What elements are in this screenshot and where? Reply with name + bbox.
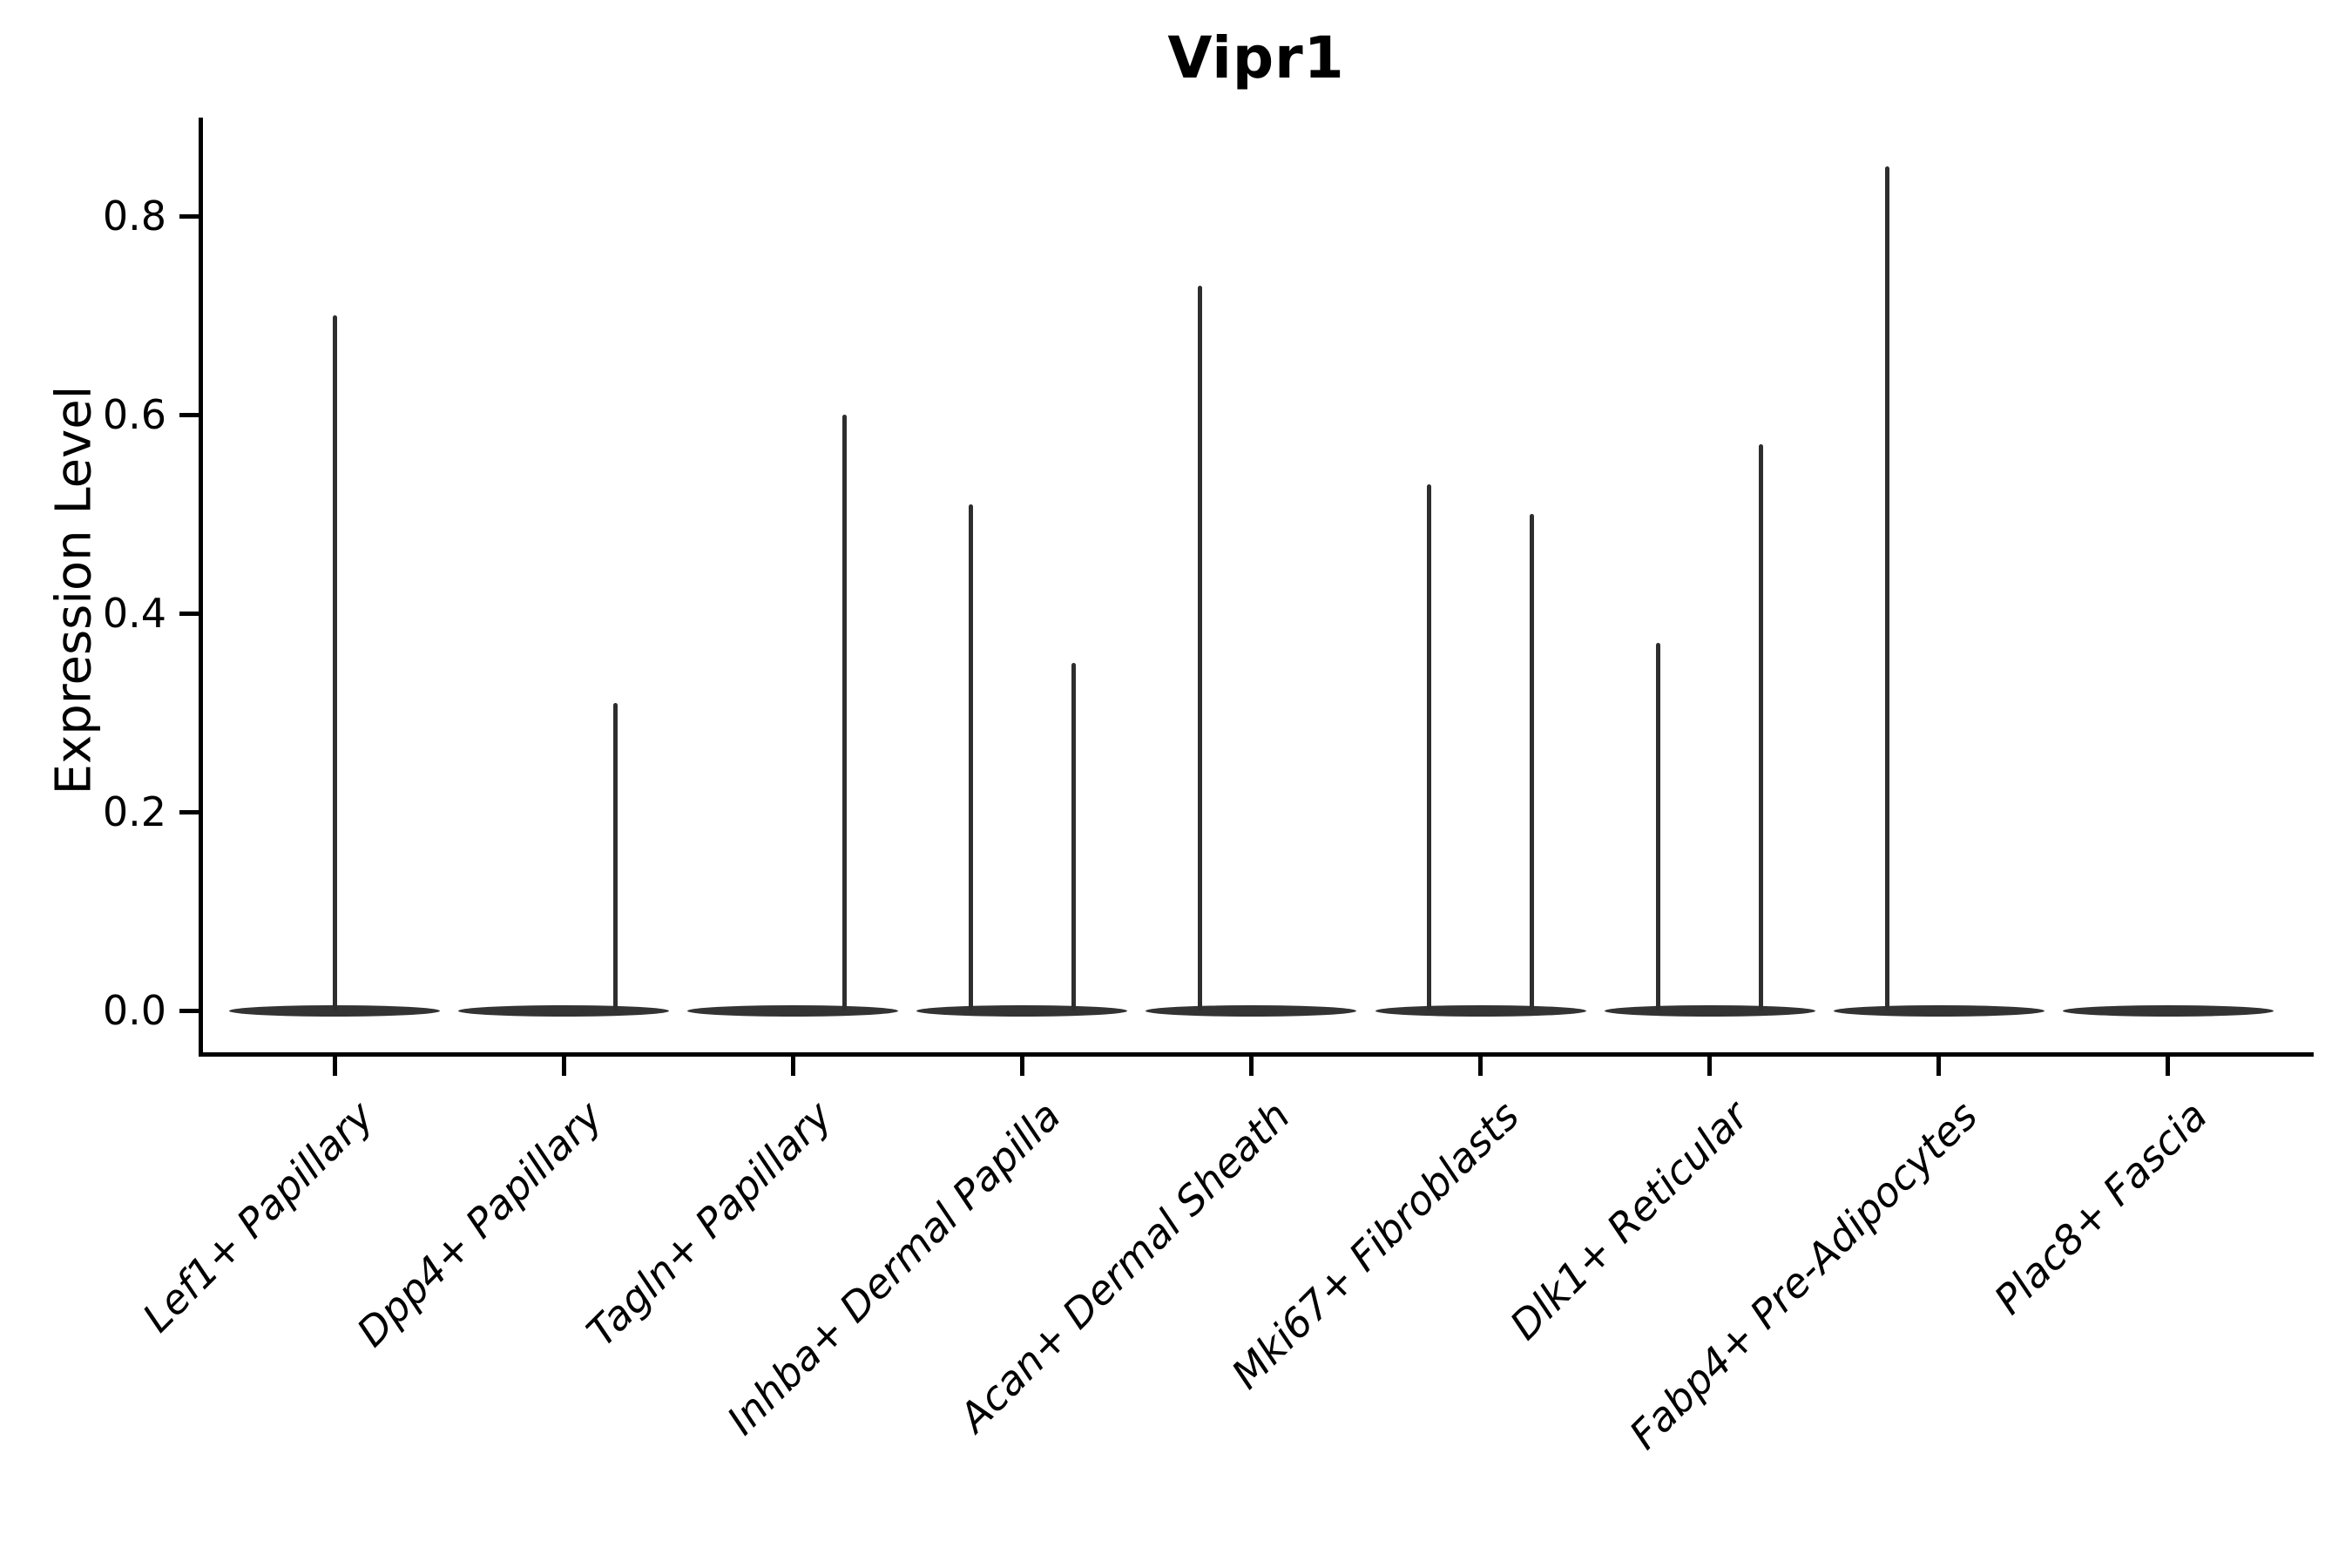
x-tick-mark [1707, 1057, 1713, 1076]
violin-body [916, 1004, 1128, 1017]
violin-body [687, 1004, 899, 1017]
violin-body [229, 1004, 440, 1017]
violin-body [458, 1004, 670, 1017]
chart-title: Vipr1 [1167, 24, 1345, 91]
x-tick-label: Lef1+ Papillary [132, 1092, 382, 1342]
x-tick-mark [561, 1057, 566, 1076]
x-tick-mark [790, 1057, 795, 1076]
x-tick-label: Dpp4+ Papillary [348, 1092, 612, 1356]
violin-tail [1655, 643, 1660, 1010]
violin-body [1375, 1004, 1586, 1017]
y-tick-mark [179, 809, 199, 814]
y-axis-spine [199, 118, 203, 1057]
y-tick-mark [179, 1008, 199, 1013]
y-tick-mark [179, 412, 199, 417]
violin-tail [1530, 514, 1535, 1010]
x-tick-mark [2166, 1057, 2171, 1076]
x-tick-mark [1936, 1057, 1942, 1076]
violin-tail [1071, 663, 1076, 1010]
violin-tail [1885, 166, 1889, 1010]
y-tick-label: 0.0 [102, 987, 166, 1034]
y-tick-label: 0.2 [102, 788, 166, 835]
x-tick-mark [1478, 1057, 1483, 1076]
violin-tail [841, 415, 847, 1010]
violin-body [2062, 1004, 2274, 1017]
violin-tail [968, 504, 973, 1010]
violin-tail [332, 315, 337, 1010]
x-tick-label: Plac8+ Fascia [1984, 1092, 2216, 1323]
x-tick-mark [332, 1057, 337, 1076]
violin-body [1146, 1004, 1357, 1017]
x-tick-label: Tagln+ Papillary [577, 1092, 841, 1355]
y-tick-label: 0.6 [102, 391, 166, 438]
y-tick-label: 0.4 [102, 590, 166, 637]
violin-body [1833, 1004, 2044, 1017]
violin-tail [1426, 483, 1431, 1010]
violin-tail [1197, 285, 1202, 1010]
y-tick-mark [179, 611, 199, 616]
violin-body [1604, 1004, 1815, 1017]
y-tick-label: 0.8 [102, 193, 166, 240]
x-tick-label: Dlk1+ Reticular [1500, 1092, 1758, 1349]
y-tick-mark [179, 213, 199, 219]
x-axis-spine [199, 1052, 2314, 1057]
violin-tail [612, 702, 618, 1010]
x-tick-mark [1019, 1057, 1024, 1076]
x-tick-mark [1248, 1057, 1254, 1076]
violin-tail [1759, 444, 1764, 1010]
